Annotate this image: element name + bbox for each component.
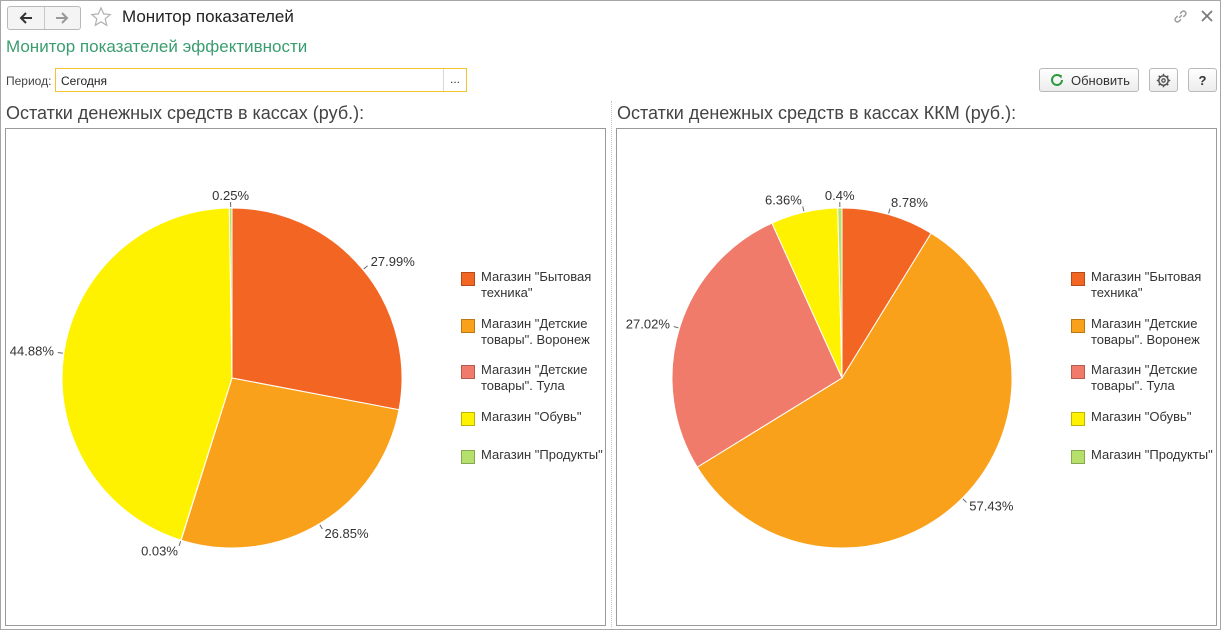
refresh-icon xyxy=(1051,73,1063,86)
label-leader-line xyxy=(888,208,891,214)
slice-percent-label: 0.4% xyxy=(825,188,855,203)
close-icon[interactable] xyxy=(1200,9,1214,23)
pie-slice[interactable] xyxy=(228,207,233,379)
legend-label: Магазин "Продукты" xyxy=(481,447,603,462)
window-title: Монитор показателей xyxy=(122,7,294,26)
label-leader-line xyxy=(363,265,368,270)
arrow-left-icon xyxy=(19,12,32,24)
slice-percent-label: 44.88% xyxy=(10,344,55,359)
link-icon[interactable] xyxy=(1172,8,1189,25)
navigation-buttons xyxy=(7,6,81,30)
period-label: Период: xyxy=(6,74,52,88)
chart-title-cash: Остатки денежных средств в кассах (руб.)… xyxy=(6,103,365,123)
legend-swatch xyxy=(461,272,475,286)
label-leader-line xyxy=(802,206,805,212)
slice-percent-label: 0.25% xyxy=(212,188,249,203)
legend-label: Магазин "Детские товары". Тула xyxy=(1091,362,1198,393)
slice-percent-label: 8.78% xyxy=(891,195,928,210)
settings-button[interactable] xyxy=(1149,68,1178,92)
pie-chart-cash: 27.99% 26.85% 0.03% 44.88% 0.25% xyxy=(10,188,416,559)
pie-chart-kkm: 8.78% 57.43% 27.02% 6.36% 0.4% xyxy=(626,188,1014,549)
legend-swatch xyxy=(1071,272,1085,286)
panel-divider[interactable] xyxy=(611,101,612,627)
legend-label: Магазин "Бытовая техника" xyxy=(481,269,592,300)
pie-slice[interactable] xyxy=(841,207,932,380)
label-leader-line xyxy=(178,540,182,547)
label-leader-line xyxy=(962,498,967,503)
period-value[interactable]: Сегодня xyxy=(61,74,107,88)
label-leader-line xyxy=(57,352,63,354)
legend-swatch xyxy=(1071,319,1085,333)
legend-label: Магазин "Детские товары". Воронеж xyxy=(1091,316,1200,347)
pie-slice[interactable] xyxy=(231,207,403,411)
slice-percent-label: 26.85% xyxy=(324,526,369,541)
slice-percent-label: 57.43% xyxy=(969,499,1014,514)
help-button[interactable]: ? xyxy=(1188,68,1217,92)
slice-percent-label: 0.03% xyxy=(141,544,178,559)
legend-swatch xyxy=(1071,450,1085,464)
slice-percent-label: 27.02% xyxy=(626,317,671,332)
label-leader-line xyxy=(319,524,323,530)
slice-percent-label: 27.99% xyxy=(371,254,416,269)
legend-label: Магазин "Обувь" xyxy=(481,409,582,424)
legend-label: Магазин "Детские товары". Воронеж xyxy=(481,316,590,347)
legend-swatch xyxy=(461,365,475,379)
label-leader-line xyxy=(673,326,679,329)
legend-swatch xyxy=(1071,412,1085,426)
gear-icon xyxy=(1156,73,1171,87)
legend-swatch xyxy=(461,450,475,464)
legend-label: Магазин "Продукты" xyxy=(1091,447,1213,462)
pie-slice[interactable] xyxy=(180,377,400,549)
pie-slice[interactable] xyxy=(696,232,1013,549)
chart-panel-cash: 27.99% 26.85% 0.03% 44.88% 0.25% Магазин "Бы… xyxy=(5,128,606,626)
legend-swatch xyxy=(461,319,475,333)
slice-percent-label: 6.36% xyxy=(765,193,802,208)
pie-slice[interactable] xyxy=(61,207,233,541)
period-select-button[interactable]: ... xyxy=(443,69,466,91)
chart-panel-kkm: 8.78% 57.43% 27.02% 6.36% 0.4% Магазин "Быто… xyxy=(616,128,1217,626)
period-input[interactable]: Сегодня ... xyxy=(55,68,467,92)
favorite-star-icon[interactable] xyxy=(90,6,112,28)
pie-slice[interactable] xyxy=(837,207,843,379)
forward-button[interactable] xyxy=(43,7,81,29)
title-bar: Монитор показателей xyxy=(1,1,1220,33)
chart-title-kkm: Остатки денежных средств в кассах ККМ (р… xyxy=(617,103,1017,123)
legend-label: Магазин "Детские товары". Тула xyxy=(481,362,588,393)
arrow-right-icon xyxy=(56,12,69,24)
refresh-label: Обновить xyxy=(1071,72,1130,88)
legend-label: Магазин "Бытовая техника" xyxy=(1091,269,1202,300)
legend-swatch xyxy=(1071,365,1085,379)
refresh-button[interactable]: Обновить xyxy=(1039,68,1139,92)
back-button[interactable] xyxy=(8,7,44,29)
legend-swatch xyxy=(461,412,475,426)
legend-label: Магазин "Обувь" xyxy=(1091,409,1192,424)
form-title: Монитор показателей эффективности xyxy=(6,37,308,56)
